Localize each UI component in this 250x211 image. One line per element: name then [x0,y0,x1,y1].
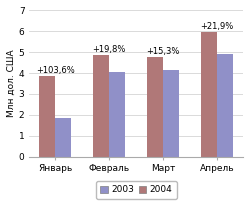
Legend: 2003, 2004: 2003, 2004 [96,181,176,199]
Bar [109,72,126,157]
Bar [201,32,217,157]
Bar [163,70,179,157]
Text: +15,3%: +15,3% [146,47,180,56]
Text: +103,6%: +103,6% [36,66,74,74]
Bar [55,118,72,157]
Bar [39,76,55,157]
Bar [147,57,163,157]
Bar [217,54,233,157]
Y-axis label: Млн дол. США: Млн дол. США [7,50,16,117]
Bar [93,55,109,157]
Text: +21,9%: +21,9% [200,22,234,31]
Text: +19,8%: +19,8% [92,45,126,54]
